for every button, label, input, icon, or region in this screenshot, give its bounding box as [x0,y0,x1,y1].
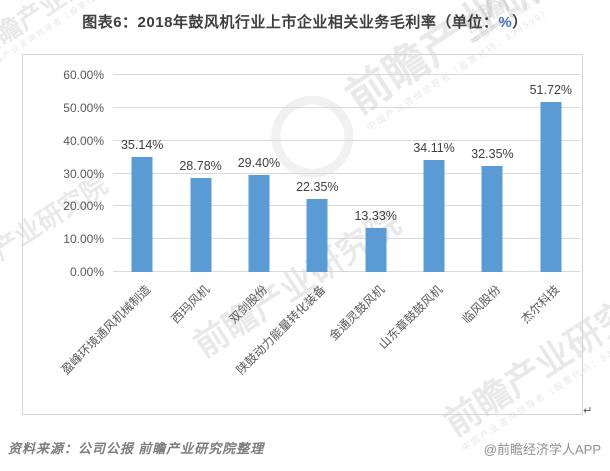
y-axis-tick-label: 0.00% [69,265,104,279]
y-axis-tick-label: 10.00% [63,232,104,247]
source-note: 资料来源：公司公报 前瞻产业研究院整理 [8,441,265,456]
bar-value-label: 28.78% [179,158,222,173]
x-axis-label-text: 双剑股份 [226,282,271,327]
grid-line [113,106,580,108]
bar [131,156,153,272]
y-axis-tick-label: 20.00% [63,199,104,214]
grid-line [113,74,580,75]
y-axis-tick-label: 30.00% [63,166,104,181]
bar-value-label: 29.40% [237,156,281,171]
bar-value-label: 13.33% [354,209,397,224]
x-axis-label-text: 金通灵鼓风机 [326,282,388,344]
return-arrow-glyph: ↵ [583,405,593,417]
grid-line [113,205,580,207]
chart-title-text: 图表6：2018年鼓风机行业上市企业相关业务毛利率（单位： [82,14,499,31]
grid-line [113,172,580,174]
y-axis-tick-label: 40.00% [63,133,104,148]
bar [365,228,387,272]
y-axis-tick-label: 50.00% [63,100,104,115]
bar-value-label: 34.11% [413,141,455,156]
plot-area: 0.00% 10.00% 20.00% 30.00% 40.00% 50.00% 60.00… [59,68,580,377]
x-axis-label-text: 临风股份 [459,282,504,327]
x-axis-label-text: 西玛风机 [168,282,212,327]
x-axis-label-text: 杰尔科技 [518,282,563,327]
bar [190,177,212,272]
bar-value-label: 32.35% [471,146,514,161]
chart-frame: 0.00% 10.00% 20.00% 30.00% 40.00% 50.00% 60.00… [22,54,583,415]
bar-value-label: 22.35% [296,179,339,194]
grid-line [113,271,580,272]
y-axis-tick-label: 60.00% [63,68,104,82]
bar [540,102,562,272]
chart-title-suffix: ） [512,14,528,31]
bar [248,175,270,272]
chart-title: 图表6：2018年鼓风机行业上市企业相关业务毛利率（单位：%） [0,11,610,32]
chart-title-unit: % [498,14,513,31]
bar [481,165,503,272]
grid-line [113,238,580,240]
bar-value-label: 35.14% [120,137,164,152]
grid-line [113,139,580,141]
bar [306,198,328,272]
bar [423,160,445,272]
credit-note: @前瞻经济学人APP [483,442,601,457]
bar-value-label: 51.72% [529,83,573,98]
x-axis-label-text: 盈峰环境通风机械制造 [58,282,154,378]
